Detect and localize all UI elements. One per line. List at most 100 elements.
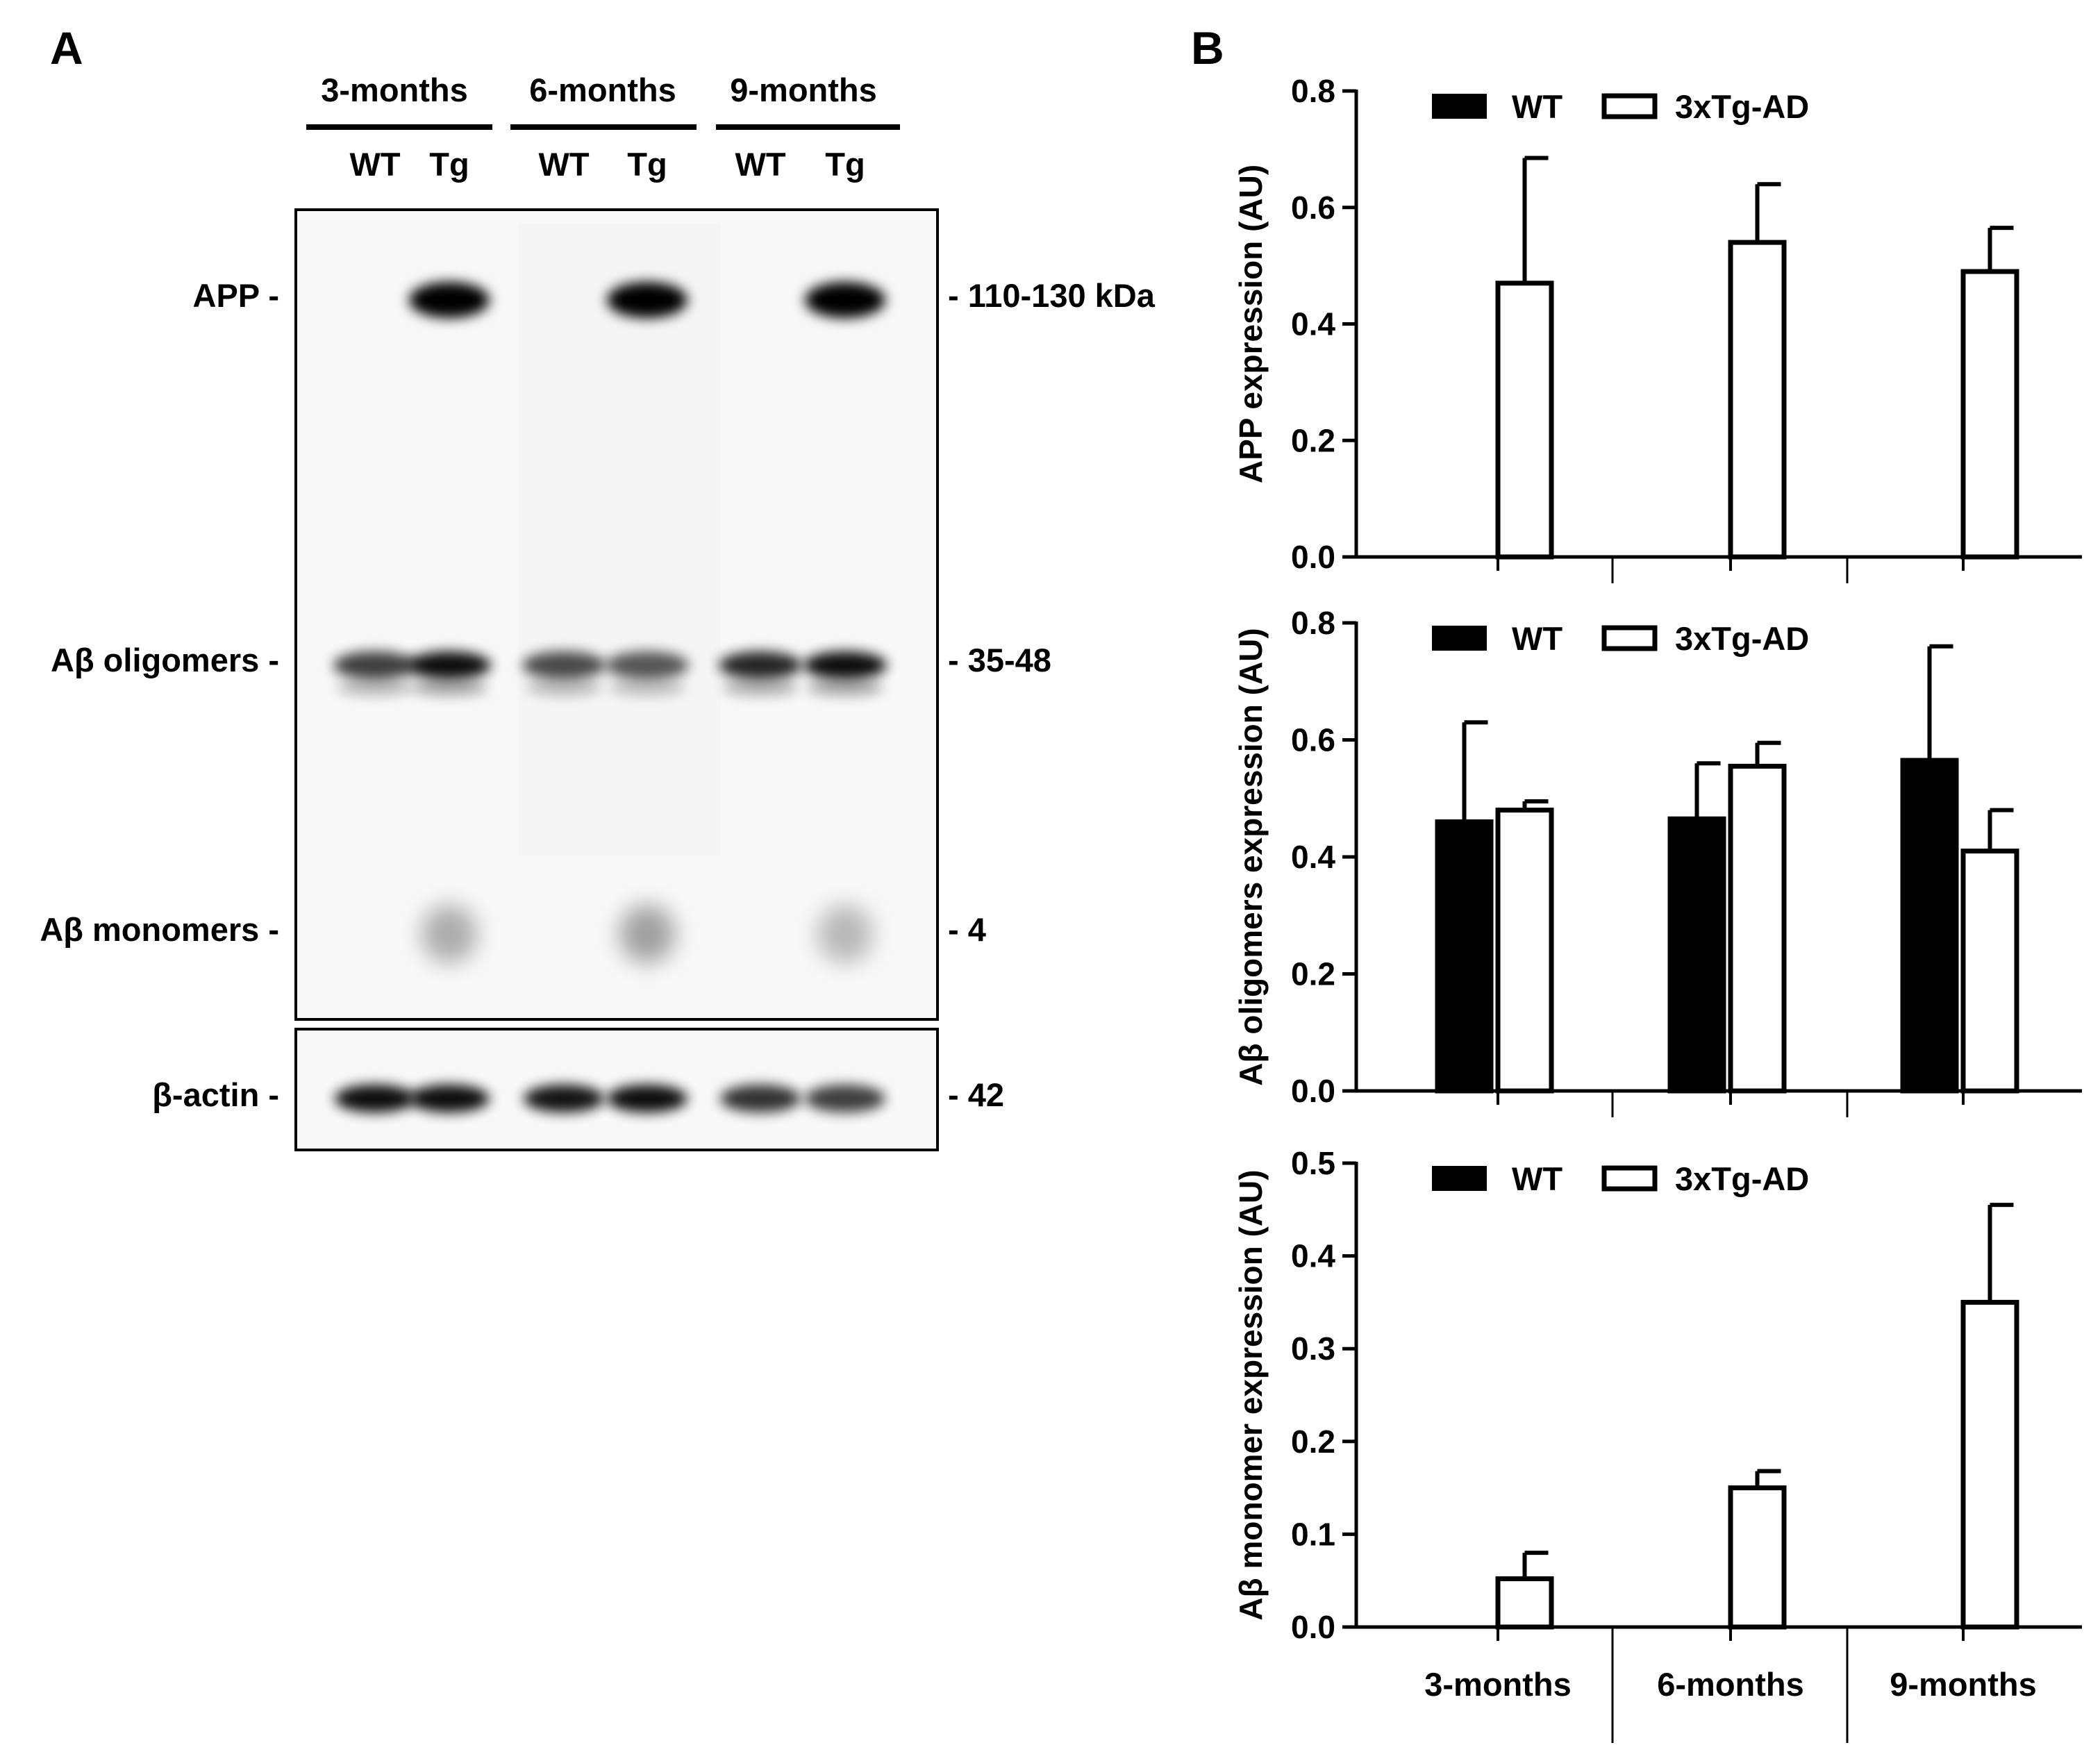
lane-label: Tg [825,146,865,183]
blot-band-beta-actin [409,1085,490,1112]
legend-swatch-wt [1432,1166,1487,1191]
bar-3xtg-ad [1495,281,1554,560]
blot-band-ab-monomers [619,905,675,963]
blot-band-beta-actin [607,1085,688,1112]
y-tick-label: 0.0 [1291,1073,1335,1109]
blot-band-ab-oligomers [803,651,887,679]
legend-label-wt: WT [1512,1160,1562,1197]
panel-a-letter: A [50,22,83,74]
legend-label-wt: WT [1512,88,1562,125]
group-label-9-months: 9-months [730,72,877,108]
legend-swatch-3xtg-ad [1601,625,1658,651]
lane-label: WT [735,146,785,183]
mw-label-ab-oligomers: - 35-48 [948,642,1051,678]
actin-bands [335,1085,885,1112]
band-label-beta-actin: β-actin - [152,1076,279,1113]
bar-3xtg-ad [1960,1299,2019,1630]
x-category-label: 6-months [1657,1666,1804,1703]
y-tick-label: 0.2 [1291,956,1335,992]
bar-3xtg-ad [1960,269,2019,560]
bar-3xtg-ad [1728,1485,1787,1630]
band-label-ab-oligomers: Aβ oligomers - [51,642,279,678]
blot-bands [333,282,887,963]
blot-band-ab-oligomers-lower [526,679,602,696]
blot-band-beta-actin [805,1085,885,1112]
blot-band-ab-oligomers [719,651,802,679]
legend-swatch-3xtg-ad [1601,93,1658,119]
band-label-app: APP - [193,277,280,314]
bar-wt [1435,819,1494,1094]
blot-band-app [409,282,490,318]
legend-label-3xtg-ad: 3xTg-AD [1675,620,1809,657]
band-label-ab-monomers: Aβ monomers - [40,911,279,948]
mw-label-ab-monomers: - 4 [948,911,986,948]
blot-band-ab-oligomers-lower [722,679,799,696]
y-axis-label: Aβ monomer expression (AU) [1233,1169,1269,1620]
y-tick-label: 0.0 [1291,1609,1335,1645]
blot-splice-panel [519,224,720,856]
shared-x-axis: 3-months 6-months 9-months [1424,1627,2037,1743]
legend-swatch-3xtg-ad [1601,1165,1658,1192]
group-label-6-months: 6-months [529,72,676,108]
y-axis-label: APP expression (AU) [1233,165,1269,483]
y-tick-label: 0.6 [1291,722,1335,758]
main-blot-frame [294,208,939,1021]
bar-3xtg-ad [1960,849,2019,1094]
y-axis-label: Aβ oligomers expression (AU) [1233,628,1269,1085]
lane-label: Tg [429,146,469,183]
legend-label-3xtg-ad: 3xTg-AD [1675,88,1809,125]
panel-b-letter: B [1191,22,1224,74]
y-tick-label: 0.5 [1291,1145,1335,1181]
y-tick-label: 0.6 [1291,190,1335,226]
group-label-3-months: 3-months [321,72,468,108]
blot-band-ab-oligomers [522,651,606,679]
y-tick-label: 0.3 [1291,1330,1335,1367]
chart-ab-monomer-expression: 0.0 0.1 0.2 0.3 0.4 0.5 Aβ monomer expression … [1233,1145,2082,1653]
bar-wt [1667,816,1726,1094]
blot-band-ab-monomers [817,905,873,963]
legend-label-wt: WT [1512,620,1562,657]
x-category-label: 3-months [1424,1666,1572,1703]
y-tick-label: 0.2 [1291,1424,1335,1460]
bar-3xtg-ad [1495,808,1554,1094]
lane-label: Tg [627,146,667,183]
blot-band-beta-actin [720,1085,801,1112]
y-tick-label: 0.4 [1291,1238,1335,1274]
chart-app-expression: 0.0 0.2 0.4 0.6 0.8 APP expression (AU) WT 3xTg… [1233,73,2082,583]
bar-3xtg-ad [1728,763,1787,1094]
bar-3xtg-ad [1495,1576,1554,1630]
chart-ab-oligomers-expression: 0.0 0.2 0.4 0.6 0.8 Aβ oligomers expression (… [1233,605,2082,1117]
blot-band-beta-actin [335,1085,415,1112]
y-tick-label: 0.4 [1291,306,1335,342]
blot-band-ab-oligomers-lower [411,679,488,696]
mw-label-beta-actin: - 42 [948,1076,1004,1113]
blot-band-app [607,282,688,318]
lane-label: WT [349,146,400,183]
legend-swatch-wt [1432,94,1487,119]
legend-swatch-wt [1432,626,1487,651]
panel-a-western-blot: A 3-months 6-months 9-months WT Tg WT Tg… [40,22,1156,1151]
blot-band-beta-actin [524,1085,604,1112]
x-category-label: 9-months [1890,1666,2037,1703]
y-tick-label: 0.4 [1291,839,1335,875]
bar-wt [1900,758,1959,1094]
blot-band-ab-oligomers [606,651,689,679]
blot-band-ab-oligomers-lower [807,679,883,696]
blot-band-ab-monomers [422,905,477,963]
blot-band-ab-oligomers-lower [609,679,685,696]
panel-b-bar-charts: B 0.0 0.2 0.4 0.6 0.8 APP expression (AU) WT 3x… [1191,22,2082,1743]
blot-band-ab-oligomers [333,651,417,679]
actin-blot-frame [294,1028,939,1151]
legend-label-3xtg-ad: 3xTg-AD [1675,1160,1809,1197]
y-tick-label: 0.2 [1291,422,1335,458]
blot-band-app [805,282,885,318]
y-tick-label: 0.8 [1291,605,1335,641]
mw-label-app: - 110-130 kDa [948,277,1156,314]
lane-label: WT [538,146,589,183]
blot-band-ab-oligomers-lower [337,679,413,696]
y-tick-label: 0.0 [1291,539,1335,575]
bar-3xtg-ad [1728,240,1787,560]
y-tick-label: 0.8 [1291,73,1335,109]
blot-band-ab-oligomers [408,651,491,679]
